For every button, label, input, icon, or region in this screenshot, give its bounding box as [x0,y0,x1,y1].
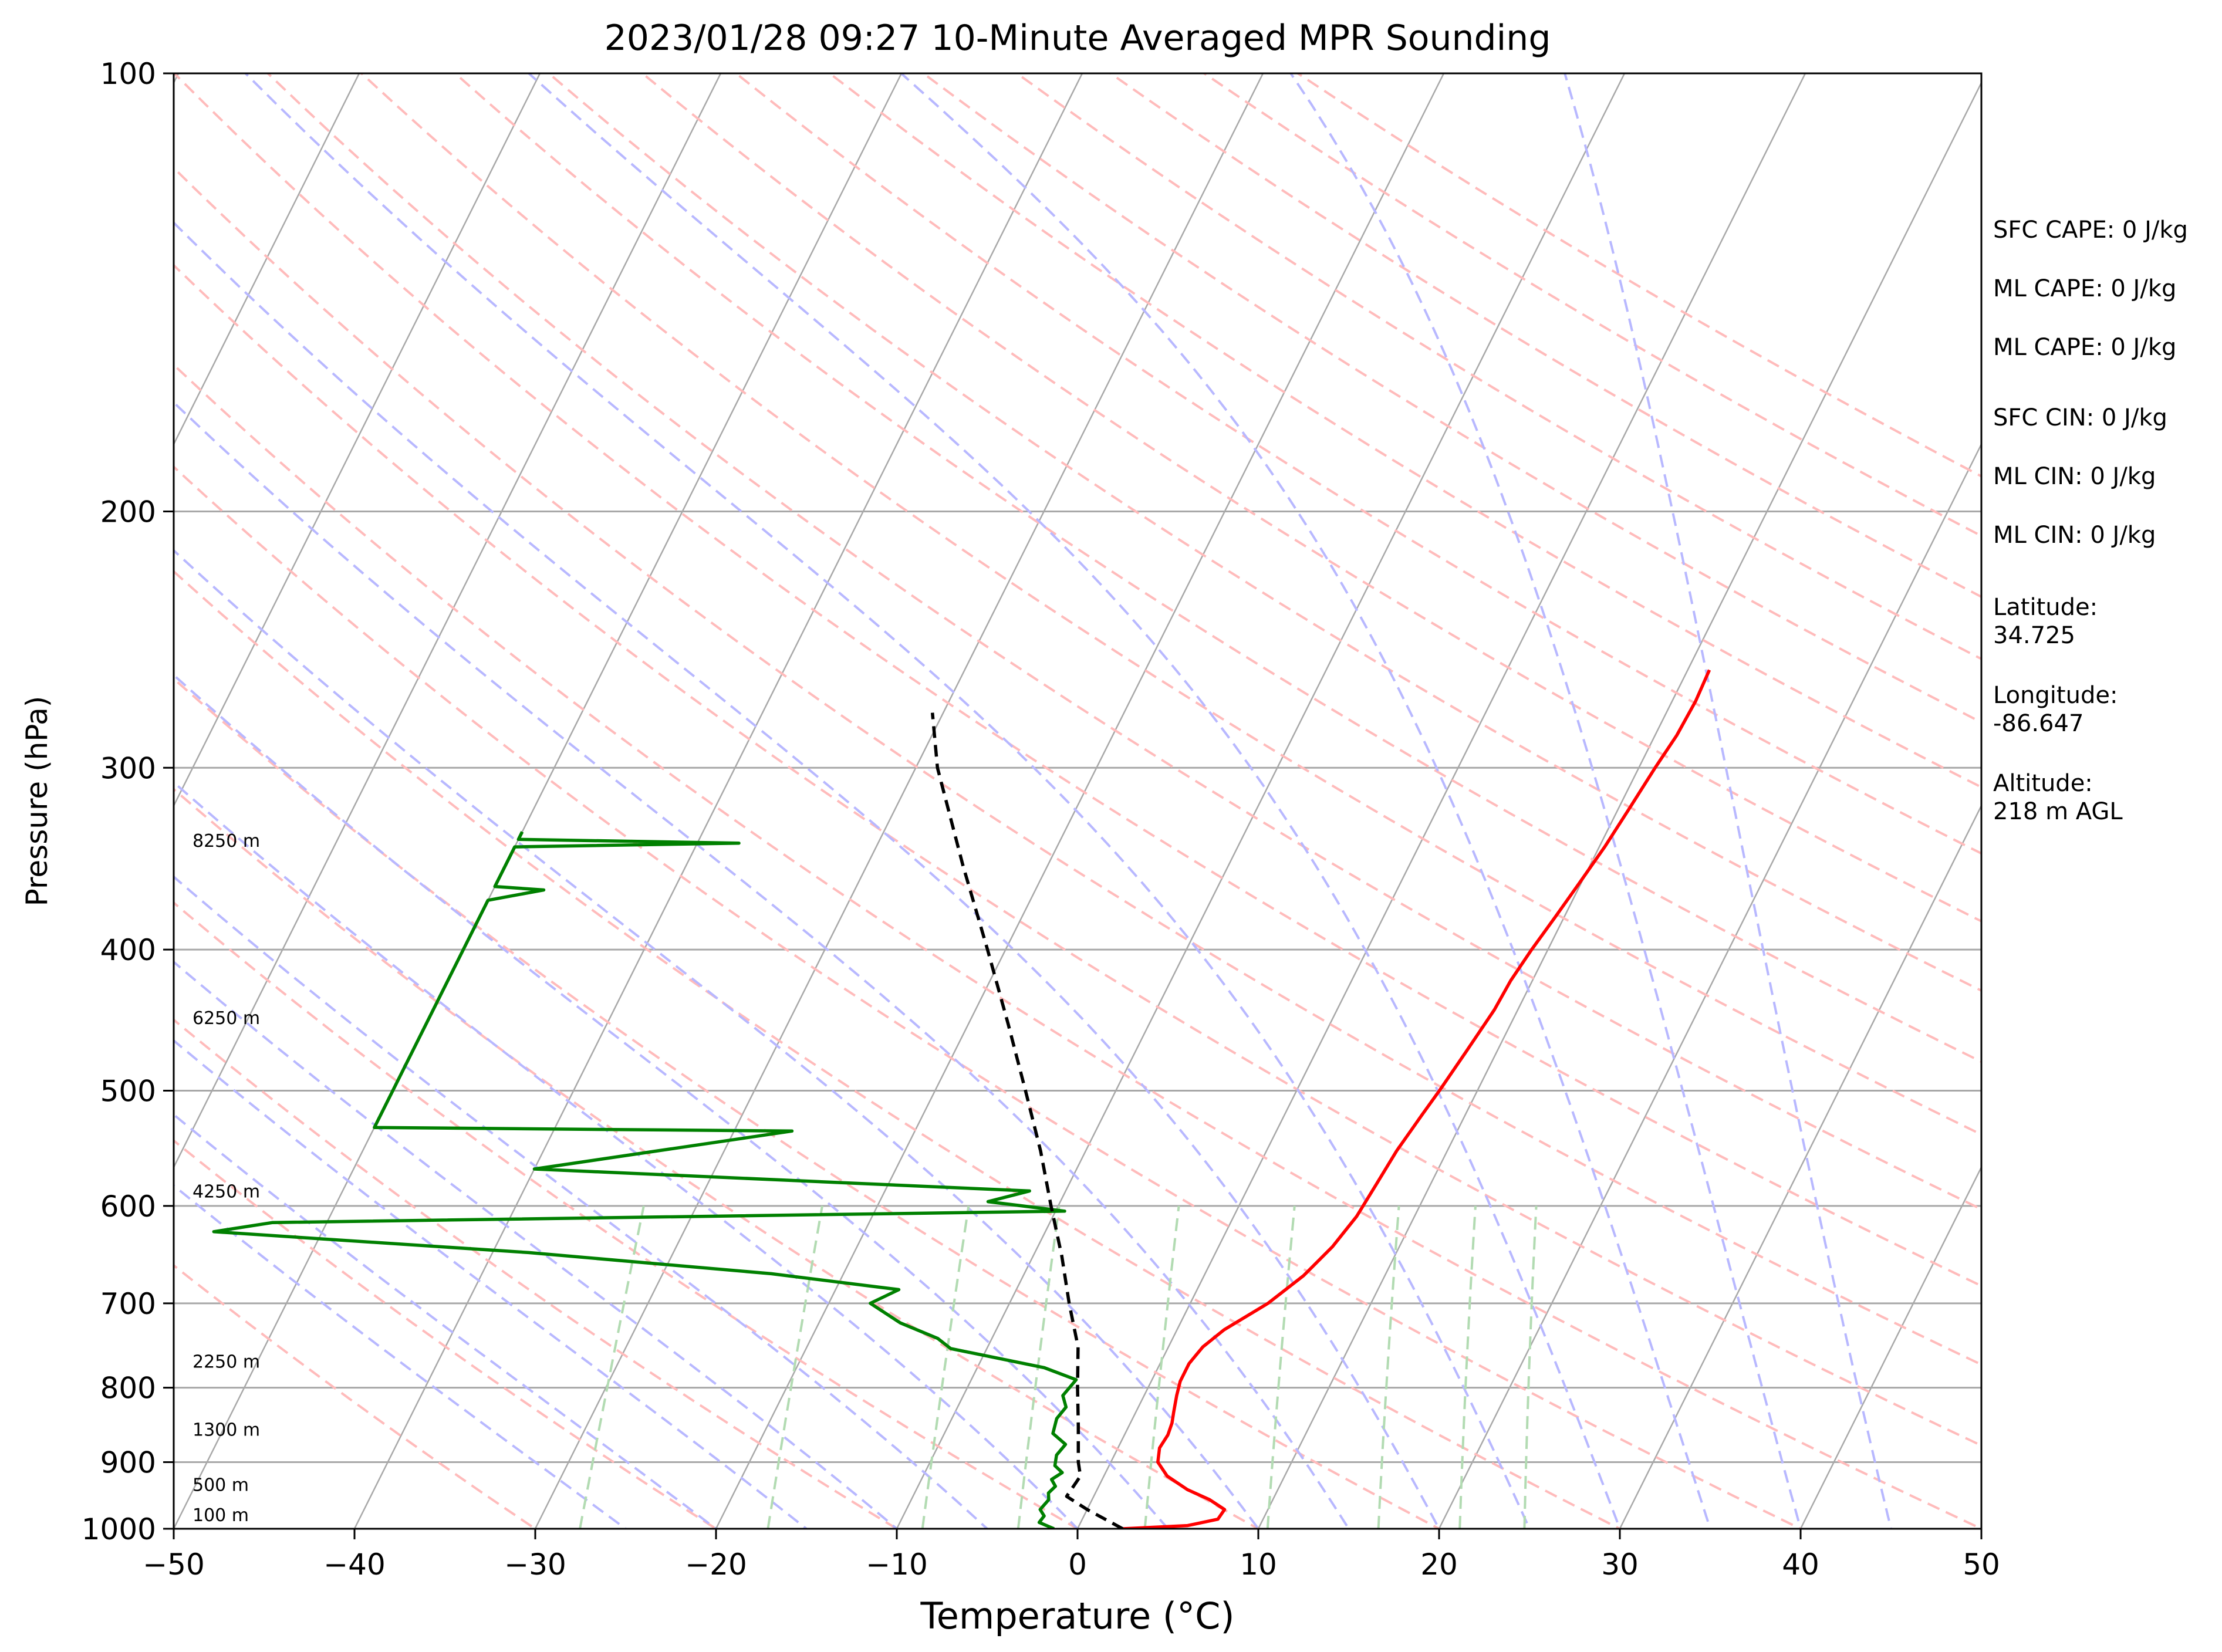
chart-title: 2023/01/28 09:27 10-Minute Averaged MPR … [605,18,1551,59]
height-label: 8250 m [193,831,260,852]
x-tick-label: −50 [143,1548,205,1582]
y-tick-label: 200 [100,495,156,529]
height-label: 500 m [193,1475,249,1496]
y-tick-label: 300 [100,751,156,785]
height-label: 100 m [193,1505,249,1526]
annotation-text: ML CAPE: 0 J/kg [1993,275,2176,302]
y-tick-label: 500 [100,1074,156,1108]
x-tick-label: 40 [1782,1548,1819,1582]
height-label: 1300 m [193,1420,260,1440]
x-tick-label: 10 [1240,1548,1277,1582]
x-tick-label: −10 [866,1548,928,1582]
y-tick-label: 1000 [82,1512,156,1546]
x-tick-label: 0 [1068,1548,1087,1582]
height-label: 6250 m [193,1008,260,1029]
annotation-text: ML CIN: 0 J/kg [1993,463,2156,490]
annotation-text: SFC CIN: 0 J/kg [1993,404,2167,431]
y-tick-label: 700 [100,1287,156,1321]
annotation-text: ML CAPE: 0 J/kg [1993,334,2176,361]
x-tick-label: −20 [685,1548,747,1582]
y-tick-label: 600 [100,1190,156,1224]
height-label: 4250 m [193,1181,260,1202]
height-label: 2250 m [193,1352,260,1372]
x-tick-label: −40 [323,1548,386,1582]
x-tick-label: 20 [1420,1548,1458,1582]
y-tick-label: 100 [100,57,156,91]
y-tick-label: 400 [100,933,156,967]
annotation-text: SFC CAPE: 0 J/kg [1993,217,2188,244]
y-tick-label: 800 [100,1371,156,1406]
x-tick-label: −30 [504,1548,566,1582]
y-axis-label: Pressure (hPa) [20,696,54,907]
annotation-text: ML CIN: 0 J/kg [1993,522,2156,549]
x-tick-label: 50 [1963,1548,2000,1582]
x-tick-label: 30 [1601,1548,1639,1582]
y-tick-label: 900 [100,1446,156,1480]
x-axis-label: Temperature (°C) [920,1594,1234,1637]
